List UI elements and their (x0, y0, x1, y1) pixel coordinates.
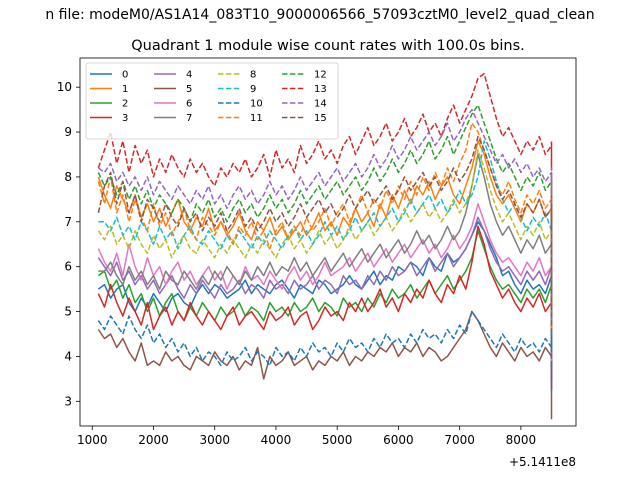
series-line-13 (97, 72, 553, 317)
legend-label-14: 14 (314, 99, 327, 110)
legend-label-13: 13 (314, 84, 327, 95)
series-line-10 (97, 310, 553, 393)
y-tick-label: 6 (64, 260, 72, 274)
x-tick-label: 5000 (322, 433, 353, 447)
legend-label-11: 11 (250, 113, 263, 124)
legend-label-5: 5 (186, 84, 192, 95)
series-line-14 (97, 108, 553, 326)
x-tick-label: 6000 (383, 433, 414, 447)
y-tick-label: 9 (64, 125, 72, 139)
series-line-15 (97, 135, 553, 334)
legend-label-9: 9 (250, 84, 256, 95)
series-line-5 (97, 310, 553, 420)
legend-label-4: 4 (186, 70, 192, 81)
series-line-11 (97, 122, 553, 334)
legend-label-3: 3 (122, 113, 128, 124)
y-tick-label: 4 (64, 349, 72, 363)
legend-label-2: 2 (122, 99, 128, 110)
legend-label-15: 15 (314, 113, 327, 124)
x-tick-label: 8000 (506, 433, 537, 447)
plot-frame (79, 57, 577, 427)
y-tick-label: 3 (64, 394, 72, 408)
series-line-9 (98, 140, 553, 339)
legend-frame (85, 62, 339, 140)
series-line-4 (97, 216, 553, 366)
series-lines (97, 72, 553, 420)
series-line-0 (97, 221, 553, 379)
x-tick-label: 7000 (444, 433, 475, 447)
x-tick-label: 4000 (261, 433, 292, 447)
series-line-8 (97, 149, 553, 343)
legend-label-8: 8 (250, 70, 256, 81)
legend-label-0: 0 (122, 70, 128, 81)
y-tick-label: 7 (64, 215, 72, 229)
y-axis-ticks: 3 4 5 6 7 8 9 10 (57, 80, 80, 408)
x-axis-ticks: 1000 2000 3000 4000 5000 6000 7000 8000 (77, 426, 536, 447)
chart-title: Quadrant 1 module wise count rates with … (131, 38, 525, 54)
x-tick-label: 3000 (199, 433, 230, 447)
series-line-3 (97, 225, 553, 388)
legend-label-10: 10 (250, 99, 263, 110)
y-tick-label: 8 (64, 170, 72, 184)
legend-label-1: 1 (122, 84, 128, 95)
figure-suptitle: n file: modeM0/AS1A14_083T10_9000006566_… (45, 7, 594, 23)
legend-label-6: 6 (186, 99, 192, 110)
x-tick-label: 2000 (138, 433, 169, 447)
x-offset-label: +5.1411e8 (509, 455, 576, 469)
x-tick-label: 1000 (77, 433, 108, 447)
y-tick-label: 5 (64, 305, 72, 319)
y-tick-label: 10 (57, 80, 72, 94)
legend-label-12: 12 (314, 70, 327, 81)
legend-label-7: 7 (186, 113, 192, 124)
series-line-7 (98, 153, 553, 352)
